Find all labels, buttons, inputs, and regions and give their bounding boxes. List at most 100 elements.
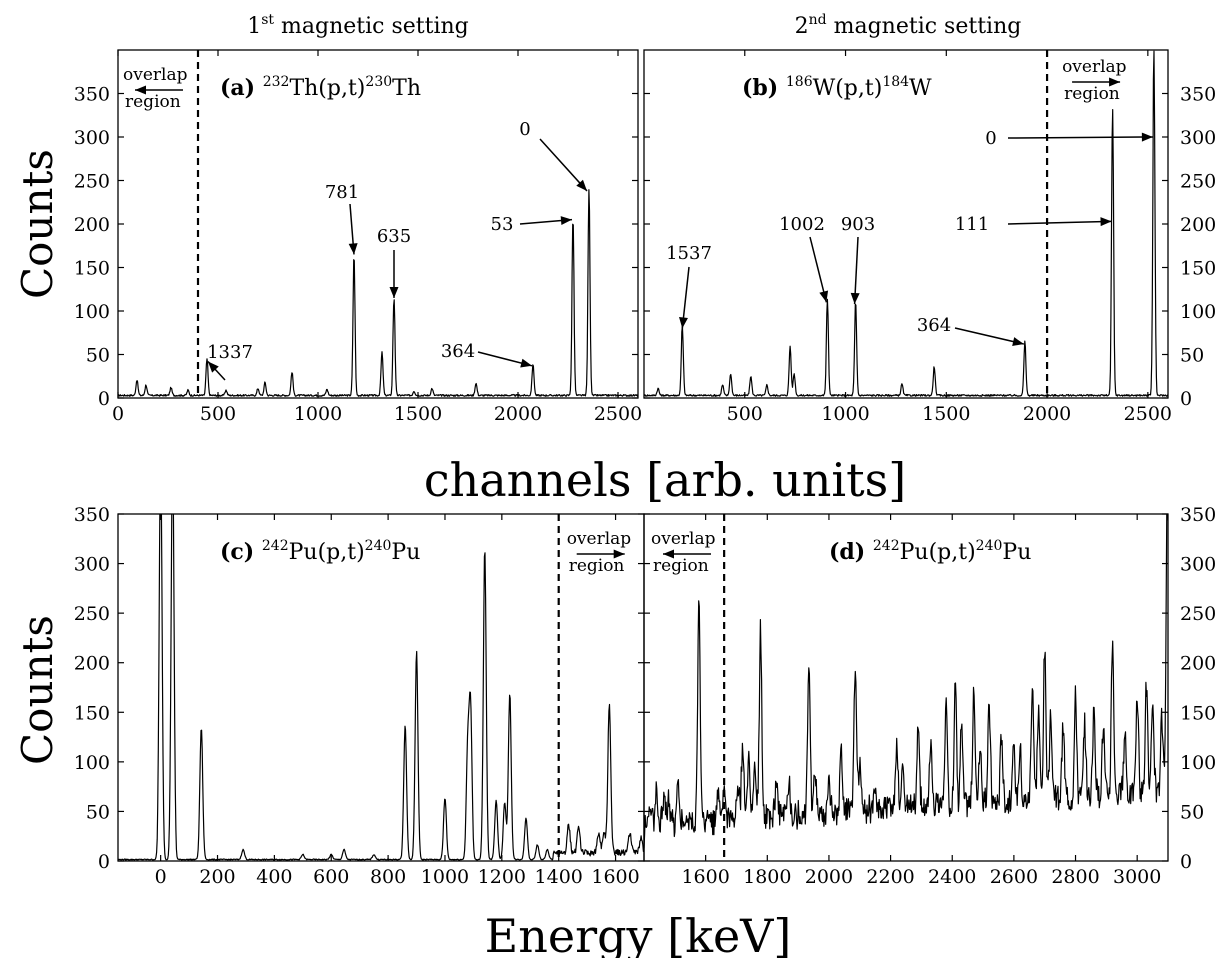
- spectrum-trace-c: [118, 514, 644, 861]
- x-tick-label: 1500: [394, 403, 442, 425]
- peak-label: 0: [985, 128, 996, 149]
- peak-annotation: 0: [519, 119, 588, 192]
- region-text: region: [1064, 84, 1120, 104]
- x-tick-label: 1200: [478, 866, 526, 888]
- y-tick-label: 0: [98, 388, 110, 410]
- y-tick-label: 0: [98, 851, 110, 873]
- peak-label: 781: [325, 182, 359, 203]
- spectrum-trace-b: [644, 50, 1168, 397]
- panel-title-c: (c) 242Pu(p,t)240Pu: [220, 538, 420, 565]
- peak-arrow: [853, 236, 859, 305]
- peak-label: 1337: [207, 342, 253, 363]
- y-tick-label: 300: [1180, 554, 1216, 576]
- overlap-arrow-head: [663, 549, 674, 559]
- y-tick-label: 50: [86, 801, 110, 823]
- x-tick-label: 1500: [922, 403, 970, 425]
- x-tick-label: 2000: [805, 866, 853, 888]
- peak-arrow-head: [348, 243, 358, 255]
- peak-arrow: [539, 138, 588, 192]
- overlap-arrow-head: [135, 85, 146, 95]
- y-tick-label: 100: [74, 301, 110, 323]
- overlap-label: overlap region: [123, 65, 188, 112]
- peak-label: 1537: [666, 243, 712, 264]
- peak-label: 364: [441, 341, 475, 362]
- peak-label: 903: [841, 214, 875, 235]
- panel-c: 0 200 400 600 800 1000 1200 1400 1600 0 50 100 150 20…: [74, 504, 645, 888]
- peak-label: 635: [377, 226, 411, 247]
- panel-a: 0 500 1000 1500 2000 2500 0 50 100 150 200 250 300 35…: [74, 49, 642, 425]
- y-tick-label: 50: [1180, 801, 1204, 823]
- peak-annotation: 1337: [207, 342, 253, 381]
- y-tick-label: 200: [74, 214, 110, 236]
- peak-arrow-head: [560, 216, 572, 226]
- y-tick-label: 300: [74, 554, 110, 576]
- panel-b: 500 1000 1500 2000 2500 0 50 100 150 200 250 300 350…: [643, 49, 1216, 425]
- y-tick-label: 200: [1180, 653, 1216, 675]
- y-tick-label: 250: [74, 603, 110, 625]
- peak-annotation: 781: [325, 182, 359, 255]
- x-tick-label: 2500: [594, 403, 642, 425]
- y-tick-label: 100: [1180, 301, 1216, 323]
- x-axis-label-channels: channels [arb. units]: [424, 453, 906, 507]
- x-tick-label: 2400: [928, 866, 976, 888]
- y-tick-label: 50: [1180, 345, 1204, 367]
- spectrum-trace-d: [644, 514, 1168, 849]
- overlap-text: overlap: [1062, 57, 1127, 77]
- peak-annotation: 364: [917, 315, 1025, 346]
- x-tick-label: 500: [727, 403, 763, 425]
- y-tick-label: 300: [1180, 127, 1216, 149]
- y-tick-label: 200: [1180, 214, 1216, 236]
- x-tick-label: 2500: [1124, 403, 1172, 425]
- x-tick-label: 0: [155, 866, 167, 888]
- peak-arrow: [954, 327, 1025, 345]
- y-tick-label: 350: [1180, 504, 1216, 526]
- panel-title-a: (a) 232Th(p,t)230Th: [220, 74, 421, 101]
- y-tick-label: 150: [74, 702, 110, 724]
- peak-arrow-head: [819, 290, 829, 303]
- x-axis-label-energy: Energy [keV]: [485, 909, 792, 958]
- y-axis-label-bottom: Counts: [13, 615, 62, 765]
- peak-arrow-head: [520, 358, 532, 368]
- plot-frame-c: [117, 513, 645, 862]
- peak-annotation: 53: [491, 214, 573, 235]
- y-tick-label: 250: [1180, 603, 1216, 625]
- panel-title-b: (b) 186W(p,t)184W: [742, 74, 932, 101]
- y-axis-label-top: Counts: [13, 149, 62, 299]
- y-tick-label: 250: [74, 171, 110, 193]
- x-tick-label: 600: [313, 866, 349, 888]
- y-tick-label: 200: [74, 653, 110, 675]
- region-text: region: [569, 556, 625, 576]
- peak-annotation: 903: [841, 214, 875, 305]
- peak-arrow-head: [1100, 217, 1112, 227]
- peak-annotation: 111: [955, 214, 1112, 235]
- x-tick-label: 400: [256, 866, 292, 888]
- peak-arrow-head: [576, 179, 587, 191]
- x-tick-label: 2000: [1023, 403, 1071, 425]
- y-tick-label: 150: [1180, 702, 1216, 724]
- peak-label: 364: [917, 315, 951, 336]
- peak-annotation: 635: [377, 226, 411, 298]
- y-tick-label: 0: [1180, 388, 1192, 410]
- peak-label: 1002: [779, 214, 825, 235]
- plot-frame-d: [643, 513, 1169, 862]
- overlap-text: overlap: [123, 65, 188, 85]
- peak-arrow: [1007, 136, 1153, 139]
- y-tick-label: 350: [74, 84, 110, 106]
- x-tick-label: 1000: [294, 403, 342, 425]
- overlap-text: overlap: [651, 529, 716, 549]
- overlap-label: overlap region: [567, 529, 632, 576]
- x-tick-label: 800: [370, 866, 406, 888]
- peak-arrow-head: [679, 316, 688, 329]
- y-tick-label: 350: [1180, 84, 1216, 106]
- overlap-text: overlap: [567, 529, 632, 549]
- x-tick-label: 3000: [1113, 866, 1161, 888]
- overlap-arrow-head: [613, 549, 625, 559]
- column-title-2: 2nd magnetic setting: [795, 12, 1022, 39]
- x-tick-label: 1600: [681, 866, 729, 888]
- y-tick-label: 150: [1180, 258, 1216, 280]
- spectrum-trace-a: [118, 189, 638, 397]
- peak-arrow: [809, 236, 828, 303]
- peak-arrow: [1007, 220, 1112, 225]
- panel-d: 1600 1800 2000 2200 2400 2600 2800 3000 0 50 100 15…: [643, 504, 1216, 888]
